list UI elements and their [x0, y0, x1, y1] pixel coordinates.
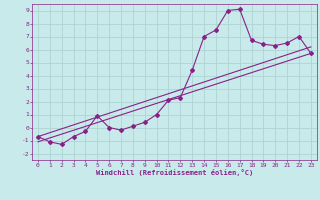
X-axis label: Windchill (Refroidissement éolien,°C): Windchill (Refroidissement éolien,°C)	[96, 169, 253, 176]
